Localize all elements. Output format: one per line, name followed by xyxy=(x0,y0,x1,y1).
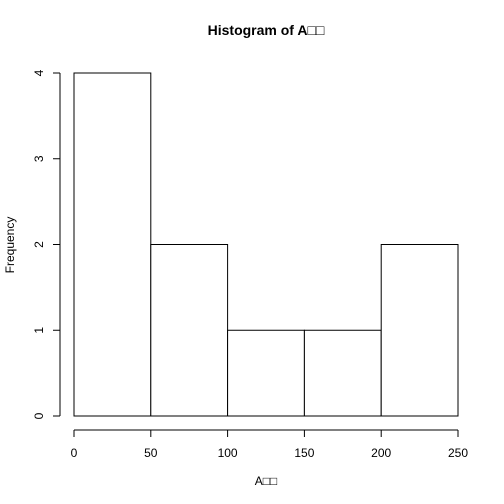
y-tick-label: 0 xyxy=(32,412,46,419)
x-tick-label: 200 xyxy=(371,446,391,460)
y-tick-label: 1 xyxy=(32,327,46,334)
y-axis-label: Frequency xyxy=(3,217,17,274)
x-tick-label: 100 xyxy=(218,446,238,460)
x-tick-label: 250 xyxy=(448,446,468,460)
y-tick-label: 2 xyxy=(32,241,46,248)
x-tick-label: 50 xyxy=(144,446,158,460)
x-tick-label: 0 xyxy=(71,446,78,460)
histogram-bar-200-250 xyxy=(380,244,459,417)
histogram-bar-0-50 xyxy=(73,72,152,417)
x-axis-label: A□□ xyxy=(255,474,278,488)
y-tick-label: 3 xyxy=(32,155,46,162)
y-axis: 0 1 2 3 4 xyxy=(32,69,61,419)
chart-title: Histogram of A□□ xyxy=(208,22,325,38)
x-tick-label: 150 xyxy=(294,446,314,460)
histogram-bar-150-200 xyxy=(303,329,382,417)
x-axis: 0 50 100 150 200 250 xyxy=(71,429,468,460)
y-tick-label: 4 xyxy=(32,69,46,76)
bars-group xyxy=(73,72,459,417)
histogram-bar-50-100 xyxy=(150,244,229,417)
histogram-bar-100-150 xyxy=(227,329,305,417)
